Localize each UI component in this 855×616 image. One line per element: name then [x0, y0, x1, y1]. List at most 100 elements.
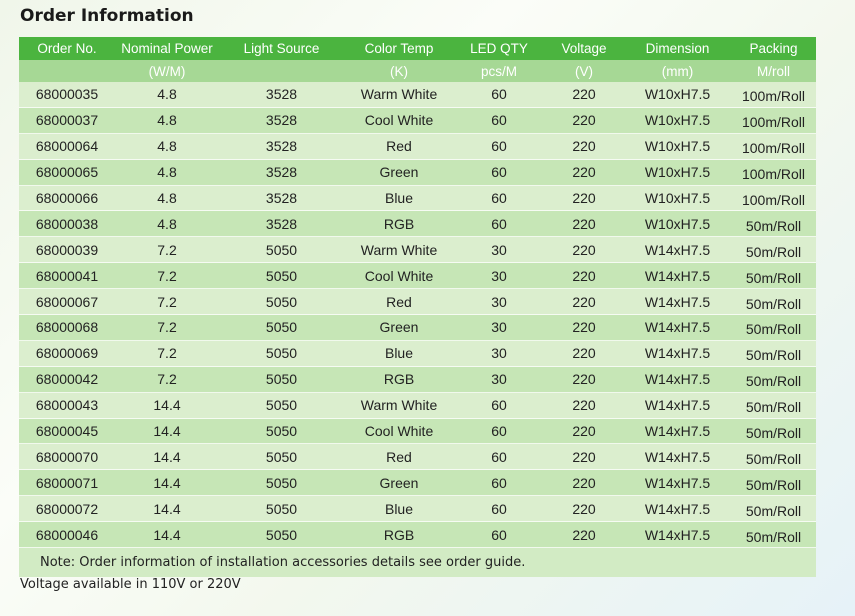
cell-packing: 50m/Roll	[745, 450, 802, 467]
cell-voltage: 220	[572, 474, 596, 491]
cell-packing: 100m/Roll	[741, 192, 806, 208]
cell-light-source: 3528	[265, 215, 298, 232]
cell-voltage: 220	[572, 345, 596, 362]
cell-packing: 100m/Roll	[741, 114, 806, 131]
table-row: 68000045 14.4 5050 Cool White 60 220 W14xH7.5 5…	[19, 418, 816, 445]
table-row: 68000069 7.2 5050 Blue 30 220 W14xH7.5 50m/Roll	[19, 340, 816, 367]
cell-color-temp: Cool White	[364, 423, 434, 440]
cell-order-no: 68000042	[35, 371, 99, 388]
cell-dimension: W14xH7.5	[644, 241, 711, 258]
cell-packing: 50m/Roll	[745, 295, 802, 312]
cell-packing: 100m/Roll	[741, 140, 806, 157]
table-header-row: Order No. Nominal Power Light Source Col…	[19, 37, 816, 60]
cell-color-temp: Warm White	[360, 241, 438, 258]
cell-light-source: 5050	[265, 423, 298, 440]
cell-led-qty: 30	[491, 293, 507, 310]
table-row: 68000066 4.8 3528 Blue 60 220 W10xH7.5 100m/Rol…	[19, 185, 816, 212]
cell-nominal-power: 14.4	[153, 423, 181, 440]
cell-nominal-power: 7.2	[157, 371, 177, 388]
cell-dimension: W14xH7.5	[644, 319, 711, 336]
table-body: 68000035 4.8 3528 Warm White 60 220 W10xH7.5 10…	[19, 82, 816, 549]
header-packing: Packing	[749, 41, 798, 56]
cell-voltage: 220	[572, 138, 596, 155]
cell-packing: 50m/Roll	[745, 243, 802, 260]
unit-nominal-power: (W/M)	[148, 63, 186, 79]
cell-nominal-power: 7.2	[157, 345, 177, 362]
cell-nominal-power: 4.8	[157, 215, 177, 232]
table-row: 68000035 4.8 3528 Warm White 60 220 W10xH7.5 10…	[19, 82, 816, 108]
cell-nominal-power: 7.2	[157, 293, 177, 310]
cell-color-temp: Red	[386, 448, 412, 465]
cell-order-no: 68000072	[35, 500, 99, 517]
cell-led-qty: 30	[491, 267, 507, 284]
cell-dimension: W14xH7.5	[644, 397, 711, 414]
cell-packing: 50m/Roll	[745, 399, 802, 416]
cell-order-no: 68000038	[35, 215, 99, 232]
cell-light-source: 3528	[265, 86, 298, 103]
cell-led-qty: 60	[491, 397, 507, 414]
cell-color-temp: Blue	[384, 190, 414, 206]
table-row: 68000046 14.4 5050 RGB 60 220 W14xH7.5 50m/Roll	[19, 522, 816, 549]
cell-dimension: W10xH7.5	[644, 190, 711, 206]
cell-color-temp: Green	[379, 164, 419, 181]
cell-led-qty: 60	[491, 138, 507, 155]
cell-order-no: 68000046	[35, 526, 99, 543]
cell-light-source: 3528	[265, 190, 298, 206]
table-row: 68000065 4.8 3528 Green 60 220 W10xH7.5 100m/Ro…	[19, 159, 816, 186]
cell-packing: 50m/Roll	[745, 373, 802, 390]
cell-led-qty: 60	[491, 164, 507, 181]
cell-nominal-power: 4.8	[157, 86, 177, 103]
cell-dimension: W10xH7.5	[644, 215, 711, 232]
cell-order-no: 68000065	[35, 164, 99, 181]
order-note: Note: Order information of installation …	[19, 548, 816, 578]
cell-color-temp: Cool White	[364, 267, 434, 284]
cell-nominal-power: 14.4	[153, 500, 181, 517]
table-units-row: (W/M) (K) pcs/M (V) (mm) M/roll	[19, 60, 816, 82]
cell-order-no: 68000071	[35, 474, 99, 491]
cell-nominal-power: 4.8	[157, 164, 177, 181]
cell-color-temp: Blue	[384, 345, 414, 362]
cell-order-no: 68000037	[35, 112, 99, 129]
cell-color-temp: Red	[386, 293, 412, 310]
header-dimension: Dimension	[645, 41, 710, 56]
cell-dimension: W10xH7.5	[644, 112, 711, 129]
cell-order-no: 68000070	[35, 448, 99, 465]
unit-voltage: (V)	[575, 63, 593, 79]
cell-dimension: W14xH7.5	[644, 526, 711, 543]
cell-order-no: 68000069	[35, 345, 99, 362]
cell-order-no: 68000035	[35, 86, 99, 103]
cell-light-source: 5050	[265, 526, 298, 543]
cell-color-temp: Warm White	[360, 397, 438, 414]
cell-voltage: 220	[572, 112, 596, 129]
cell-order-no: 68000064	[35, 138, 99, 155]
cell-packing: 50m/Roll	[745, 217, 802, 234]
table-row: 68000072 14.4 5050 Blue 60 220 W14xH7.5 50m/Rol…	[19, 496, 816, 523]
cell-color-temp: Cool White	[364, 112, 434, 129]
table-row: 68000064 4.8 3528 Red 60 220 W10xH7.5 100m/Roll	[19, 133, 816, 160]
cell-nominal-power: 14.4	[153, 526, 181, 543]
cell-order-no: 68000039	[35, 241, 99, 258]
cell-led-qty: 60	[491, 86, 507, 103]
cell-voltage: 220	[572, 215, 596, 232]
cell-voltage: 220	[572, 526, 596, 543]
cell-dimension: W14xH7.5	[644, 293, 711, 310]
cell-voltage: 220	[572, 500, 596, 517]
cell-voltage: 220	[572, 190, 596, 206]
cell-order-no: 68000043	[35, 397, 99, 414]
cell-light-source: 5050	[265, 500, 298, 517]
unit-led-qty: pcs/M	[480, 63, 517, 79]
cell-order-no: 68000066	[35, 190, 99, 206]
cell-light-source: 5050	[265, 397, 298, 414]
cell-led-qty: 60	[491, 526, 507, 543]
header-voltage: Voltage	[561, 41, 607, 56]
cell-voltage: 220	[572, 397, 596, 414]
table-row: 68000067 7.2 5050 Red 30 220 W14xH7.5 50m/Roll	[19, 289, 816, 316]
cell-led-qty: 60	[491, 474, 507, 491]
table-row: 68000041 7.2 5050 Cool White 30 220 W14xH7.5 50…	[19, 263, 816, 290]
cell-dimension: W14xH7.5	[644, 345, 711, 362]
cell-color-temp: Warm White	[360, 86, 438, 103]
cell-light-source: 3528	[265, 164, 298, 181]
cell-light-source: 3528	[265, 138, 298, 155]
cell-nominal-power: 7.2	[157, 319, 177, 336]
cell-nominal-power: 4.8	[157, 138, 177, 155]
